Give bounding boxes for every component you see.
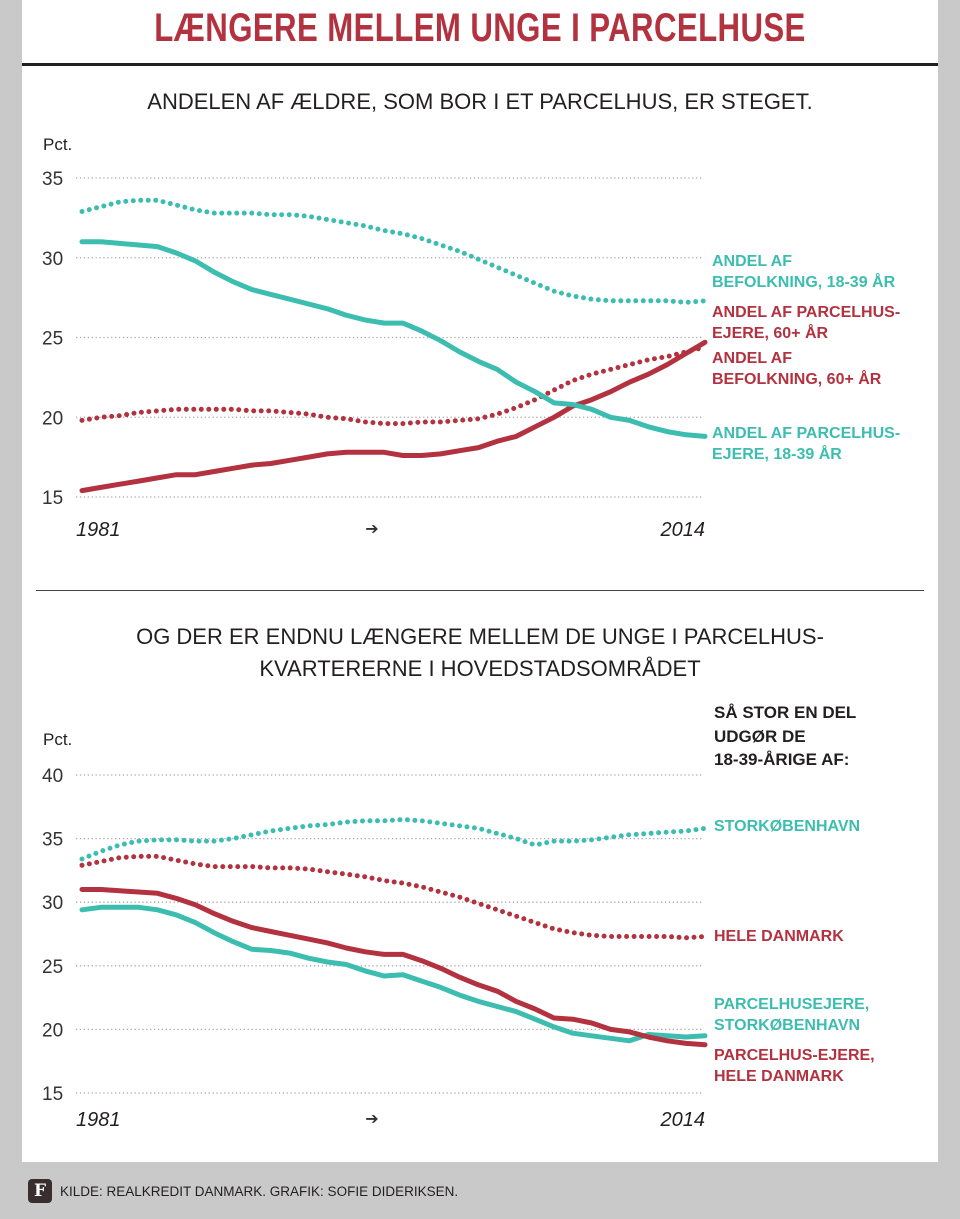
- y-tick-label: 15: [42, 1084, 63, 1105]
- x-end-label: 2014: [660, 1109, 706, 1131]
- series-line-hele-danmark: [79, 853, 708, 941]
- y-axis-label: Pct.: [43, 135, 72, 154]
- legend-title-line: 18-39-ÅRIGE AF:: [714, 750, 850, 769]
- y-tick-label: 35: [42, 830, 63, 851]
- main-title: LÆNGERE MELLEM UNGE I PARCELHUSE: [154, 6, 806, 50]
- label-line: PARCELHUS-EJERE,: [714, 1047, 875, 1064]
- series-line-parcelhusejere-storkøbenhavn: [79, 904, 708, 1044]
- time-arrow-icon: ➔: [365, 519, 378, 538]
- title-rule: [22, 63, 938, 66]
- label-line: ANDEL AF: [712, 350, 792, 367]
- label-parcelhusejere-60: ANDEL AF PARCELHUS- EJERE, 60+ ÅR: [712, 302, 900, 344]
- y-tick-label: 20: [42, 408, 63, 429]
- series-line-andel-af-befolkning-60-år: [79, 344, 708, 427]
- label-line: STORKØBENHAVN: [714, 818, 861, 835]
- x-end-label: 2014: [660, 519, 706, 541]
- source-credit: KILDE: REALKREDIT DANMARK. GRAFIK: SOFIE…: [60, 1183, 459, 1199]
- series-line-andel-af-parcelhus-ejere-18-39-år: [79, 239, 708, 439]
- label-line: STORKØBENHAVN: [714, 1017, 861, 1034]
- label-line: ANDEL AF PARCELHUS-: [712, 304, 901, 321]
- chart1-title: ANDELEN AF ÆLDRE, SOM BOR I ET PARCELHUS…: [147, 89, 813, 114]
- label-line: ANDEL AF: [712, 253, 792, 270]
- y-tick-label: 30: [42, 249, 63, 270]
- y-axis-label: Pct.: [43, 730, 72, 749]
- series-line-andel-af-befolkning-18-39-år: [79, 197, 708, 305]
- chart2-title-line1: OG DER ER ENDNU LÆNGERE MELLEM DE UNGE I…: [136, 624, 824, 649]
- infographic-panel: [22, 0, 938, 1162]
- legend-title-line: SÅ STOR EN DEL: [714, 703, 857, 722]
- legend-title-line: UDGØR DE: [714, 726, 806, 746]
- legend-title: SÅ STOR EN DEL UDGØR DE 18-39-ÅRIGE AF:: [714, 701, 856, 772]
- time-arrow-icon: ➔: [365, 1109, 378, 1128]
- series-line-andel-af-parcelhus-ejere-60-år: [79, 339, 708, 494]
- label-line: HELE DANMARK: [714, 928, 844, 945]
- section-divider: [36, 590, 924, 591]
- label-line: PARCELHUSEJERE,: [714, 996, 870, 1013]
- label-storkobenhavn: STORKØBENHAVN: [714, 816, 860, 837]
- label-line: ANDEL AF PARCELHUS-: [712, 425, 901, 442]
- publisher-logo: F: [28, 1179, 52, 1203]
- label-line: HELE DANMARK: [714, 1068, 844, 1085]
- footer: F KILDE: REALKREDIT DANMARK. GRAFIK: SOF…: [28, 1179, 458, 1203]
- y-tick-label: 30: [42, 893, 63, 914]
- label-line: BEFOLKNING, 60+ ÅR: [712, 371, 882, 388]
- y-tick-label: 35: [42, 169, 63, 190]
- y-tick-label: 40: [42, 766, 63, 787]
- label-parcelhusejere-hele-danmark: PARCELHUS-EJERE, HELE DANMARK: [714, 1045, 875, 1087]
- series-line-storkøbenhavn: [79, 817, 708, 862]
- label-parcelhusejere-storkobenhavn: PARCELHUSEJERE, STORKØBENHAVN: [714, 994, 869, 1036]
- y-tick-label: 25: [42, 957, 63, 978]
- label-line: BEFOLKNING, 18-39 ÅR: [712, 274, 896, 291]
- label-befolkning-18-39: ANDEL AF BEFOLKNING, 18-39 ÅR: [712, 251, 895, 293]
- x-start-label: 1981: [76, 519, 121, 541]
- y-tick-label: 15: [42, 488, 63, 509]
- label-befolkning-60: ANDEL AF BEFOLKNING, 60+ ÅR: [712, 348, 881, 390]
- y-tick-label: 20: [42, 1020, 63, 1041]
- chart2-title-line2: KVARTERERNE I HOVEDSTADSOMRÅDET: [259, 656, 701, 681]
- label-line: EJERE, 60+ ÅR: [712, 325, 829, 342]
- label-parcelhusejere-18-39: ANDEL AF PARCELHUS- EJERE, 18-39 ÅR: [712, 423, 900, 465]
- x-start-label: 1981: [76, 1109, 121, 1131]
- label-hele-danmark: HELE DANMARK: [714, 926, 844, 947]
- series-line-parcelhus-ejere-hele-danmark: [79, 887, 708, 1048]
- label-line: EJERE, 18-39 ÅR: [712, 446, 842, 463]
- y-tick-label: 25: [42, 329, 63, 350]
